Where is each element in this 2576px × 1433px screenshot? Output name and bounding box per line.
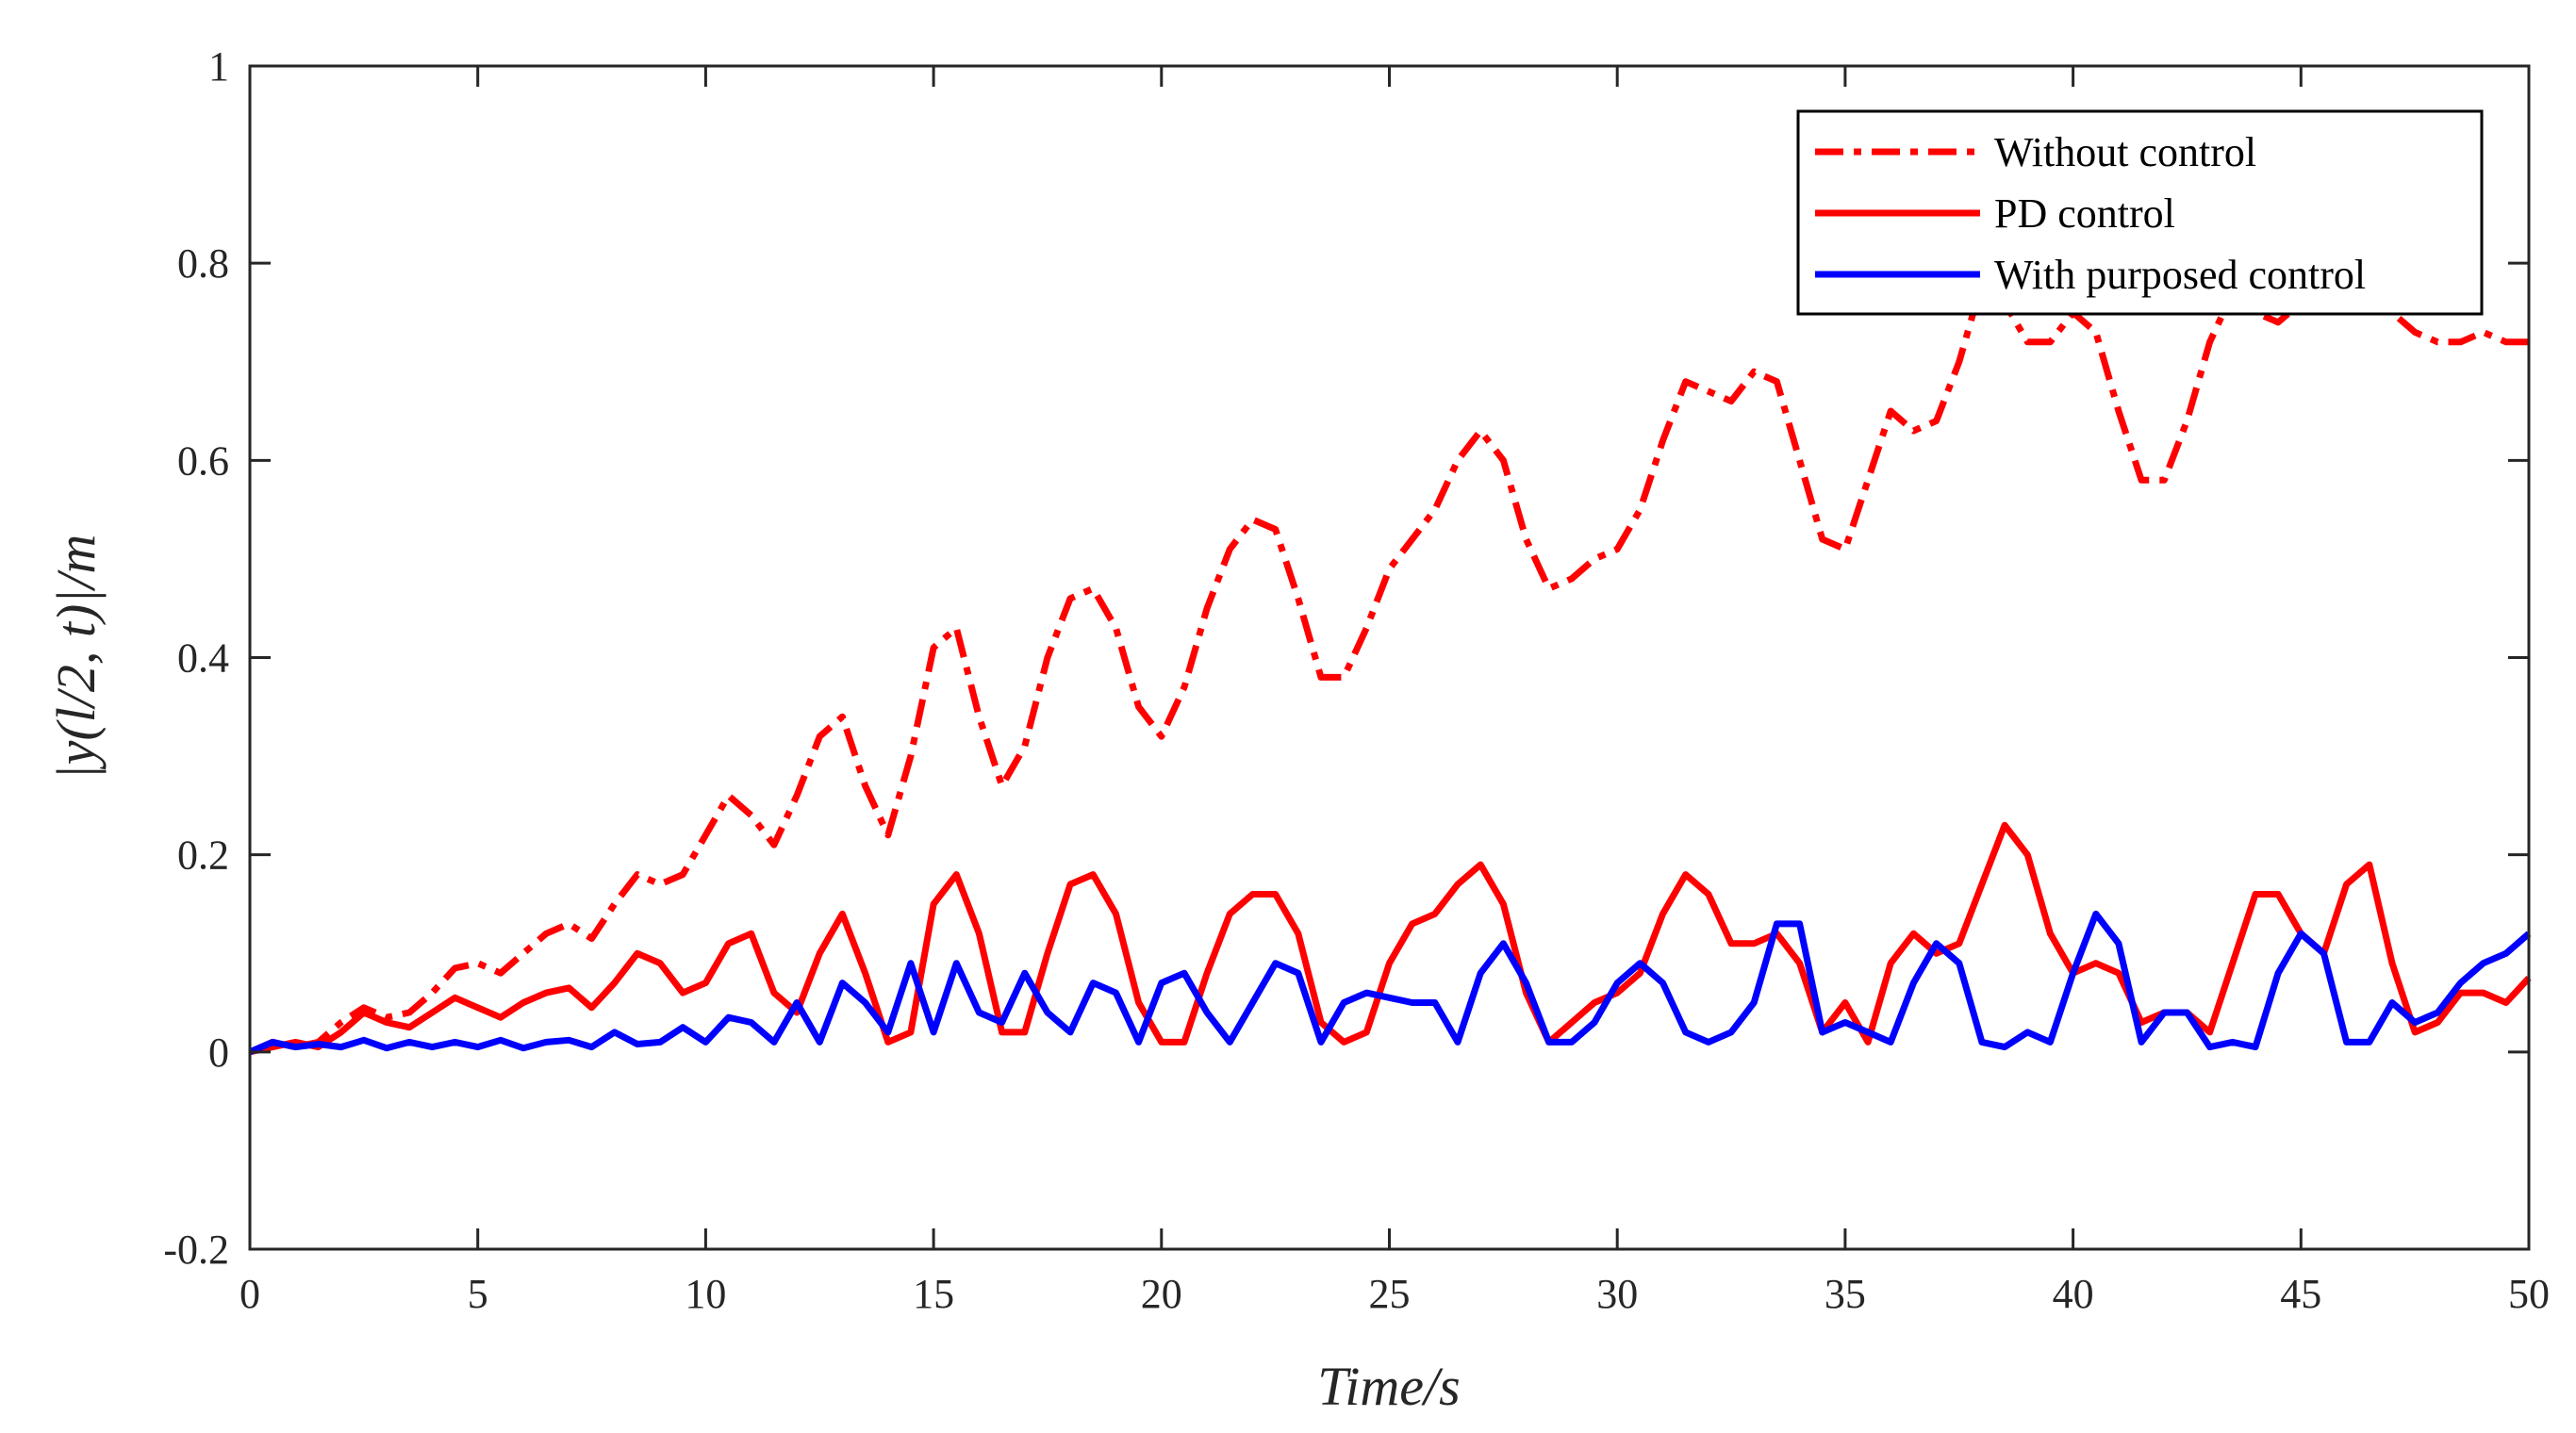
y-tick-label: 0.2: [177, 832, 229, 879]
x-tick-label: 10: [685, 1271, 726, 1317]
y-tick-label: 0.4: [177, 635, 229, 682]
x-tick-label: 15: [913, 1271, 954, 1317]
x-tick-label: 0: [239, 1271, 260, 1317]
x-tick-label: 40: [2053, 1271, 2094, 1317]
series-layer: [248, 270, 2532, 1056]
x-tick-label: 45: [2280, 1271, 2321, 1317]
x-tick-label: 25: [1369, 1271, 1411, 1317]
x-tick-label: 50: [2508, 1271, 2550, 1317]
y-tick-label: 0.6: [177, 437, 229, 484]
ticks-layer: 0 5 10 15 20 25 30 35 40 45 50-0.200.20.40.60.81: [163, 43, 2550, 1317]
x-tick-label: 5: [468, 1271, 488, 1317]
series-line-without-control: [248, 270, 2529, 1056]
x-tick-label: 30: [1596, 1271, 1638, 1317]
legend: Without control PD control With purposed…: [1796, 109, 2484, 316]
y-tick-label: 0: [208, 1029, 229, 1076]
y-tick-label: 1: [208, 43, 229, 90]
legend-label-without-control: Without control: [1994, 129, 2256, 175]
x-tick-label: 20: [1141, 1271, 1182, 1317]
x-axis-label: Time/s: [1317, 1356, 1461, 1417]
series-line-pd-control: [249, 821, 2532, 1056]
y-tick-label: -0.2: [163, 1227, 229, 1273]
x-tick-label: 35: [1825, 1271, 1866, 1317]
legend-label-pd-control: PD control: [1994, 190, 2175, 237]
y-axis-label: |y(l/2, t)|/m: [45, 535, 107, 781]
y-tick-label: 0.8: [177, 240, 229, 287]
series-line-with-purposed-control: [248, 910, 2532, 1056]
legend-label-with-purposed-control: With purposed control: [1994, 252, 2366, 298]
